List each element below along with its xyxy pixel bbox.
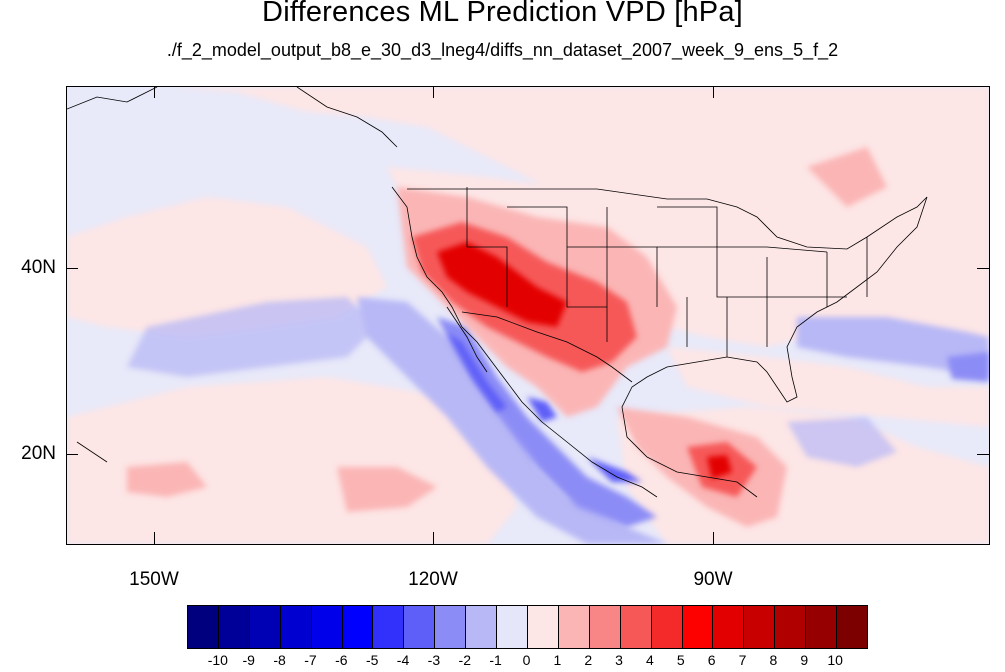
colorbar-swatch bbox=[806, 606, 838, 648]
colorbar-tick-label: -2 bbox=[458, 652, 471, 668]
colorbar-tick-label: 7 bbox=[738, 652, 747, 668]
lat-tick-right-20n bbox=[977, 454, 989, 455]
lon-tick-top-120w bbox=[433, 86, 434, 98]
colorbar-swatch bbox=[651, 606, 683, 648]
colorbar-tick-label: -8 bbox=[273, 652, 286, 668]
colorbar-swatch bbox=[837, 606, 867, 648]
colorbar-tick-label: 6 bbox=[707, 652, 716, 668]
colorbar-tick-label: -7 bbox=[304, 652, 317, 668]
lon-label-150w: 150W bbox=[129, 569, 179, 590]
lon-tick-top-150w bbox=[154, 86, 155, 98]
colorbar-tick-label: -9 bbox=[242, 652, 255, 668]
colorbar-tick-label: -4 bbox=[396, 652, 410, 668]
colorbar bbox=[187, 605, 868, 649]
colorbar-tick-label: -5 bbox=[365, 652, 379, 668]
colorbar-swatch bbox=[373, 606, 405, 648]
colorbar-swatch bbox=[218, 606, 250, 648]
lon-tick-top-90w bbox=[713, 86, 714, 98]
colorbar-tick-label: 8 bbox=[769, 652, 778, 668]
lat-tick-right-40n bbox=[977, 268, 989, 269]
peak-positive-regions bbox=[437, 242, 732, 479]
colorbar-swatch bbox=[497, 606, 528, 648]
strong-negative-regions bbox=[447, 332, 642, 482]
colorbar-tick-label: 0 bbox=[522, 652, 531, 668]
colorbar-swatch bbox=[682, 606, 714, 648]
colorbar-swatch bbox=[713, 606, 745, 648]
coastlines-and-borders bbox=[67, 87, 928, 498]
map-subtitle: ./f_2_model_output_b8_e_30_d3_lneg4/diff… bbox=[166, 40, 839, 60]
colorbar-tick-label: 4 bbox=[646, 652, 654, 668]
colorbar-swatch bbox=[589, 606, 621, 648]
lon-tick-bottom-90w bbox=[713, 532, 714, 544]
colorbar-tick-label: 10 bbox=[827, 652, 843, 668]
lat-tick-left-40n bbox=[66, 268, 78, 269]
lat-tick-left-20n bbox=[66, 454, 78, 455]
colorbar-tick-label: -3 bbox=[427, 652, 441, 668]
colorbar-swatch bbox=[188, 606, 219, 648]
colorbar-tick-label: 1 bbox=[553, 652, 562, 668]
map-title: Differences ML Prediction VPD [hPa] bbox=[262, 0, 743, 28]
colorbar-swatch bbox=[249, 606, 281, 648]
colorbar-swatch bbox=[435, 606, 467, 648]
lat-label-20n: 20N bbox=[21, 443, 56, 464]
colorbar-swatch bbox=[620, 606, 652, 648]
colorbar-tick-label: 2 bbox=[584, 652, 593, 668]
colorbar-swatch bbox=[775, 606, 807, 648]
medium-negative-regions bbox=[437, 317, 989, 527]
lon-tick-bottom-120w bbox=[433, 532, 434, 544]
colorbar-tick-label: -10 bbox=[207, 652, 228, 668]
lon-label-90w: 90W bbox=[693, 569, 733, 590]
colorbar-swatch bbox=[527, 606, 559, 648]
map-plot-area bbox=[66, 86, 990, 545]
colorbar-tick-label: 3 bbox=[615, 652, 623, 668]
lon-label-120w: 120W bbox=[408, 569, 458, 590]
colorbar-tick-label: 9 bbox=[800, 652, 809, 668]
colorbar-tick-label: -1 bbox=[489, 652, 502, 668]
colorbar-swatch bbox=[311, 606, 343, 648]
colorbar-tick-label: -6 bbox=[335, 652, 348, 668]
colorbar-swatch bbox=[558, 606, 590, 648]
lat-label-40n: 40N bbox=[21, 257, 56, 278]
lon-tick-bottom-150w bbox=[154, 532, 155, 544]
colorbar-swatch bbox=[404, 606, 436, 648]
colorbar-swatch bbox=[342, 606, 374, 648]
colorbar-swatch bbox=[280, 606, 312, 648]
colorbar-swatch bbox=[466, 606, 498, 648]
difference-field-map bbox=[67, 87, 989, 544]
colorbar-tick-label: 5 bbox=[676, 652, 685, 668]
colorbar-swatch bbox=[744, 606, 776, 648]
